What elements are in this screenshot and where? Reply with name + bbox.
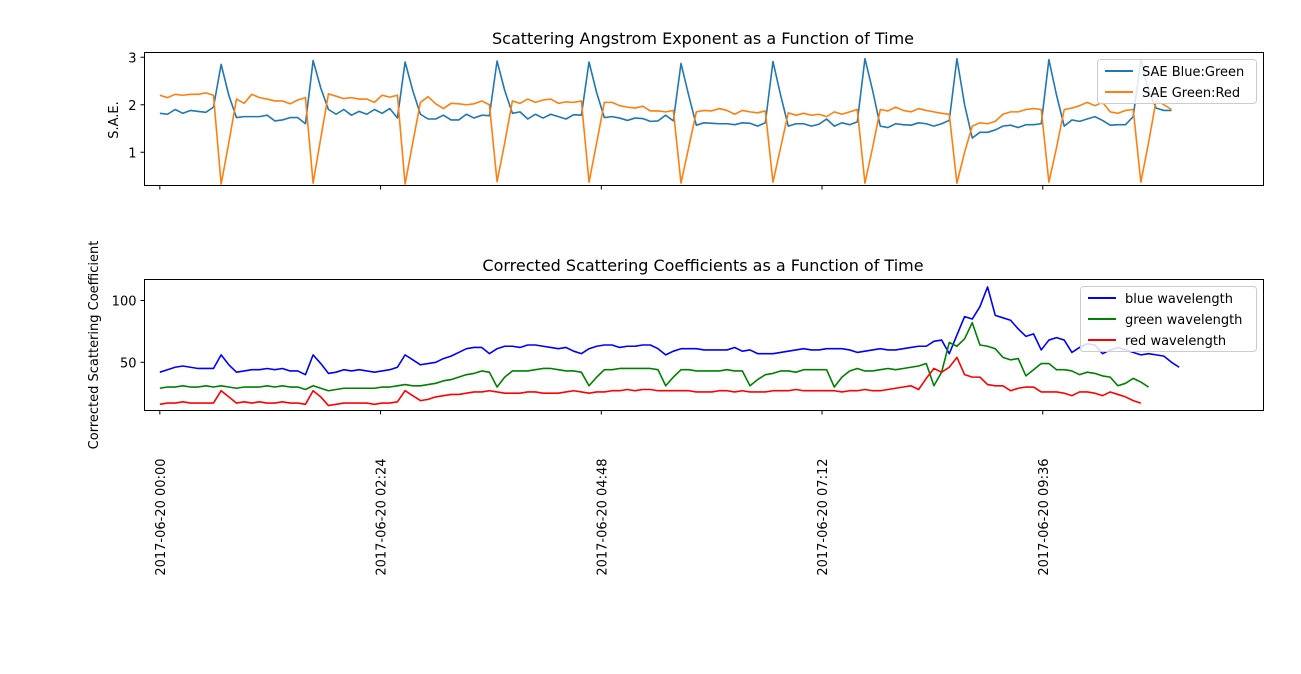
coefficient-y-axis-label: Corrected Scattering Coefficient [87,241,102,450]
y-tick-label: 100 [112,295,137,310]
series-line-green-wavelength [159,321,1149,392]
sae-plot-area [159,57,1172,185]
legend-label-red: red wavelength [1125,334,1226,349]
coefficient-panel: Corrected Scattering Coefficients as a F… [87,241,1264,450]
series-line-sae-green-red [159,92,1172,185]
legend-label-blue: blue wavelength [1125,292,1233,307]
series-line-red-wavelength [159,356,1142,407]
sae-y-axis-label: S.A.E. [107,101,122,139]
y-tick-label: 1 [128,146,136,161]
sae-chart-title: Scattering Angstrom Exponent as a Functi… [492,29,914,48]
x-tick-label: 2017-06-20 04:48 [595,459,610,576]
x-tick-label: 2017-06-20 07:12 [816,459,831,576]
x-tick-label: 2017-06-20 09:36 [1037,459,1052,576]
coefficient-chart-title: Corrected Scattering Coefficients as a F… [482,256,923,275]
y-tick-label: 2 [128,99,136,114]
legend-label-green: green wavelength [1125,313,1242,328]
sae-panel: Scattering Angstrom Exponent as a Functi… [107,29,1264,186]
sae-legend: SAE Blue:Green SAE Green:Red [1097,59,1257,104]
series-line-sae-blue-green [159,57,1172,139]
y-tick-label: 3 [128,51,136,66]
coefficient-legend-box [1080,286,1257,352]
coefficient-legend: blue wavelength green wavelength red wav… [1080,286,1257,352]
y-tick-label: 50 [120,356,137,371]
legend-label-blue-green: SAE Blue:Green [1142,65,1244,80]
legend-label-green-red: SAE Green:Red [1142,86,1240,101]
coefficient-plot-area [159,286,1180,407]
series-line-blue-wavelength [159,286,1180,376]
sae-legend-box [1097,59,1257,104]
sae-axes-frame [144,52,1264,186]
x-tick-label: 2017-06-20 00:00 [154,459,169,576]
coefficient-axes-frame [144,279,1264,411]
x-tick-label: 2017-06-20 02:24 [375,459,390,576]
